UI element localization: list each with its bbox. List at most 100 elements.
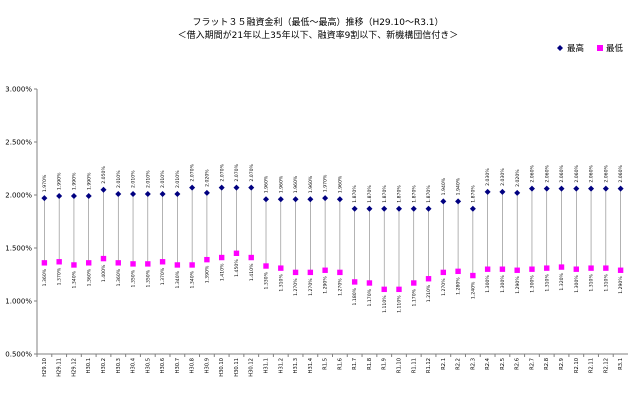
max-value-label: 2.010% [116,170,122,188]
min-point [322,267,328,273]
min-point [263,263,269,269]
max-point [56,193,63,200]
x-tick-label: R1.5 [323,358,329,370]
min-value-label: 1.320% [559,272,565,290]
max-point [248,184,255,191]
max-value-label: 2.060% [559,164,565,182]
legend-max-label: 最高 [567,43,584,54]
min-point [425,276,432,282]
x-tick-label: R1.12 [426,358,432,373]
max-point [233,184,240,191]
x-tick-label: R2.10 [574,358,580,373]
min-value-label: 1.300% [530,275,536,293]
min-point [366,280,373,286]
max-value-label: 1.990% [72,172,78,190]
min-point [484,266,491,272]
max-value-label: 1.960% [337,175,343,193]
min-value-label: 1.410% [219,263,225,281]
x-tick-label: H30.4 [131,357,137,373]
max-point [174,190,181,197]
min-point [100,255,107,262]
min-point [351,279,358,285]
max-value-label: 1.870% [352,185,358,203]
max-point [484,188,491,195]
max-value-label: 1.870% [397,185,403,203]
max-value-label: 1.870% [426,185,432,203]
x-tick-label: H30.1 [86,358,92,373]
max-value-label: 2.030% [500,168,506,186]
min-value-label: 1.350% [131,269,137,287]
x-tick-label: R1.9 [382,358,388,370]
max-point [292,196,299,203]
max-point [381,205,388,212]
x-tick-label: H30.5 [145,358,151,373]
max-value-label: 2.010% [160,170,166,188]
min-value-label: 1.270% [293,278,299,296]
max-value-label: 1.990% [57,172,63,190]
max-value-label: 2.010% [131,170,137,188]
x-tick-label: H31.1 [264,358,270,373]
max-value-label: 1.960% [293,175,299,193]
max-value-label: 1.870% [382,185,388,203]
min-value-label: 1.340% [175,270,181,288]
max-value-label: 2.060% [603,164,609,182]
min-value-label: 1.370% [160,267,166,285]
x-tick-label: R1.7 [352,358,358,370]
max-value-label: 2.060% [618,164,624,182]
max-value-label: 2.020% [515,169,521,187]
min-point [455,268,461,275]
x-tick-label: R2.7 [529,358,535,370]
min-value-label: 1.340% [72,270,78,288]
legend-min-marker [597,45,603,51]
min-point [159,259,166,265]
x-tick-label: H30.12 [249,358,255,377]
x-tick-label: H31.3 [293,358,299,373]
min-value-label: 1.300% [500,275,506,293]
min-value-label: 1.280% [456,277,462,295]
min-value-label: 1.180% [352,287,358,305]
min-point [617,267,624,273]
min-value-label: 1.210% [426,284,432,302]
min-point [337,269,343,276]
max-point [602,185,609,192]
max-point [263,196,270,203]
x-tick-label: H30.6 [160,358,166,373]
min-point [233,250,240,256]
max-point [115,190,122,197]
min-point [499,266,506,272]
min-value-label: 1.290% [323,276,329,294]
labels-max: 1.970% 1.990% 1.990% 1.990% 2.050% 2.010% 2.01… [42,163,624,202]
min-value-label: 1.170% [367,288,373,306]
max-value-label: 1.940% [441,177,447,195]
min-point [71,262,77,268]
max-value-label: 2.010% [145,170,151,188]
min-point [56,259,62,265]
min-point [573,266,579,272]
max-value-label: 2.060% [574,164,580,182]
min-value-label: 1.290% [515,276,521,294]
max-point [499,188,506,195]
min-value-label: 1.300% [485,275,491,293]
max-point [440,198,447,205]
labels-min: 1.360% 1.370% 1.340% 1.360% 1.400% 1.360% 1.35… [42,259,624,313]
x-tick-label: R2.4 [485,357,491,370]
max-point [41,195,48,202]
legend-min-label: 最低 [606,43,624,54]
max-point [617,185,624,192]
x-tick-label: R2.5 [500,358,506,370]
min-point [204,256,210,263]
min-point [603,265,609,271]
x-tick-label: R2.3 [470,358,476,370]
max-point [100,186,107,193]
max-point [395,205,402,212]
max-value-label: 2.010% [175,170,181,188]
max-point [130,190,137,197]
min-value-label: 1.290% [618,276,624,294]
max-value-label: 1.960% [264,175,270,193]
min-point [145,261,151,267]
min-value-label: 1.390% [205,265,211,283]
x-tick-label: R2.9 [559,358,565,370]
max-value-label: 2.060% [530,164,536,182]
x-tick-label: H30.2 [101,358,107,373]
chart-subtitle: ＜借入期間が21年以上35年以下、融資率9割以下、新機構団信付き＞ [178,29,459,41]
